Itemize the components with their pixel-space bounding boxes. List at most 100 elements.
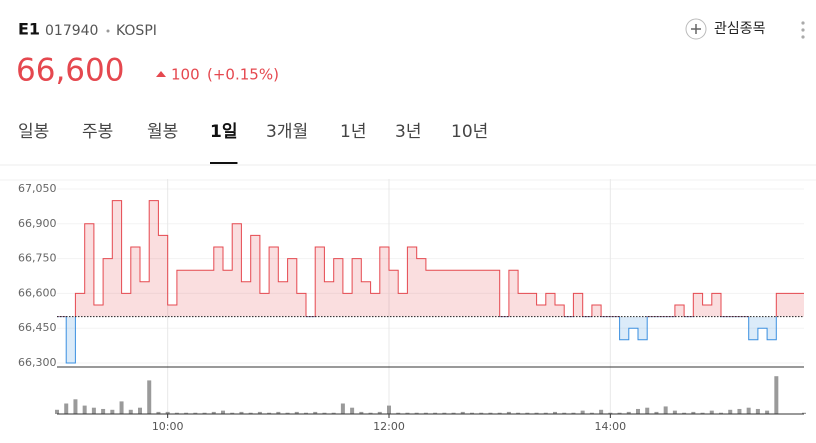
price: 66,600: [16, 53, 124, 89]
volume-bar: [423, 412, 428, 414]
tab[interactable]: 월봉: [147, 122, 178, 142]
change-pct: (+0.15%): [207, 66, 279, 84]
volume-bar: [350, 407, 355, 414]
volume-bar: [497, 412, 502, 414]
volume-bar: [589, 412, 594, 414]
x-tick-label: 14:00: [594, 420, 626, 433]
volume-bar: [82, 405, 87, 414]
volume-bar: [257, 411, 262, 414]
y-tick-label: 66,900: [18, 217, 57, 230]
volume-bar: [304, 412, 308, 414]
x-tick-label: 12:00: [373, 420, 405, 433]
tab[interactable]: 1년: [340, 122, 366, 142]
volume-bar: [230, 412, 235, 414]
volume-bar: [755, 408, 760, 414]
volume-bar: [534, 412, 539, 414]
volume-bar: [156, 411, 161, 414]
plus-icon[interactable]: [691, 24, 701, 34]
volume-bar: [626, 411, 631, 414]
volume-bar: [709, 410, 714, 414]
volume-bar: [138, 407, 142, 414]
volume-bar: [165, 411, 170, 414]
volume-bar: [543, 412, 548, 414]
volume-bar: [525, 412, 530, 414]
volume-bar: [580, 410, 585, 414]
volume-bar: [110, 409, 115, 414]
volume-bar: [451, 412, 456, 414]
volume-bar: [728, 409, 733, 414]
volume-bar: [608, 412, 613, 414]
volume-bar: [368, 412, 373, 414]
volume-bar: [276, 411, 281, 414]
volume-bar: [645, 407, 650, 414]
y-tick-label: 66,300: [18, 356, 57, 369]
volume-bar: [313, 411, 318, 414]
volume-bar: [285, 412, 290, 414]
volume-bar: [184, 412, 189, 414]
watch-label[interactable]: 관심종목: [714, 21, 766, 37]
volume-bar: [211, 411, 216, 414]
volume-bar: [746, 407, 751, 414]
stock-name: E1: [18, 20, 40, 39]
stock-code: 017940: [45, 23, 98, 39]
volume-bar: [396, 412, 401, 414]
more-button[interactable]: [801, 21, 805, 39]
volume-bar: [562, 412, 567, 414]
area-up: [57, 200, 804, 317]
volume-bar: [774, 376, 779, 414]
volume-bar: [691, 411, 696, 414]
volume-bar: [174, 412, 179, 414]
watch-button[interactable]: 관심종목: [685, 18, 766, 40]
volume-bar: [405, 412, 410, 414]
volume-bar: [682, 412, 687, 414]
volume-bar: [636, 408, 640, 414]
volume-bar: [719, 412, 723, 414]
change: 100: [171, 66, 200, 84]
volume-bar: [377, 411, 382, 414]
y-tick-label: 67,050: [18, 182, 57, 195]
volume-bar: [553, 411, 557, 414]
volume-bar: [737, 408, 742, 414]
volume-bar: [663, 406, 668, 414]
volume-bar: [248, 412, 253, 414]
volume-bar: [340, 403, 345, 414]
volume-bar: [147, 380, 152, 414]
volume-bar: [516, 412, 521, 414]
tab[interactable]: 10년: [451, 122, 488, 142]
volume-bar: [331, 412, 336, 414]
y-tick-label: 66,450: [18, 321, 57, 334]
volume-bar: [470, 412, 474, 414]
volume-bar: [294, 411, 299, 414]
volume-bar: [802, 412, 806, 414]
volume-bar: [672, 410, 677, 414]
separator-dot: [106, 29, 110, 33]
volume-bar: [433, 412, 438, 414]
x-tick-label: 10:00: [152, 420, 184, 433]
volume-bar: [91, 407, 96, 414]
volume-bar: [64, 403, 69, 414]
volume-bar: [359, 411, 364, 414]
y-tick-label: 66,750: [18, 252, 57, 265]
volume-bar: [202, 412, 207, 414]
tab[interactable]: 주봉: [82, 122, 113, 142]
plus-circle[interactable]: [685, 18, 707, 40]
volume-bar: [101, 408, 106, 414]
volume-bar: [765, 410, 770, 414]
volume-bar: [193, 412, 198, 414]
volume-bar: [460, 411, 465, 414]
volume-bar: [599, 409, 604, 414]
volume-bar: [479, 412, 484, 414]
volume-bar: [55, 409, 59, 414]
tab[interactable]: 일봉: [18, 122, 49, 142]
volume-bar: [267, 412, 272, 414]
volume-bar: [414, 412, 419, 414]
up-arrow: [156, 71, 166, 77]
tab[interactable]: 3개월: [266, 122, 308, 142]
volume-bar: [488, 412, 493, 414]
tab[interactable]: 3년: [395, 122, 421, 142]
volume-bar: [442, 412, 447, 414]
y-tick-label: 66,600: [18, 286, 57, 299]
tab[interactable]: 1일: [210, 122, 237, 142]
volume-bar: [506, 411, 511, 414]
